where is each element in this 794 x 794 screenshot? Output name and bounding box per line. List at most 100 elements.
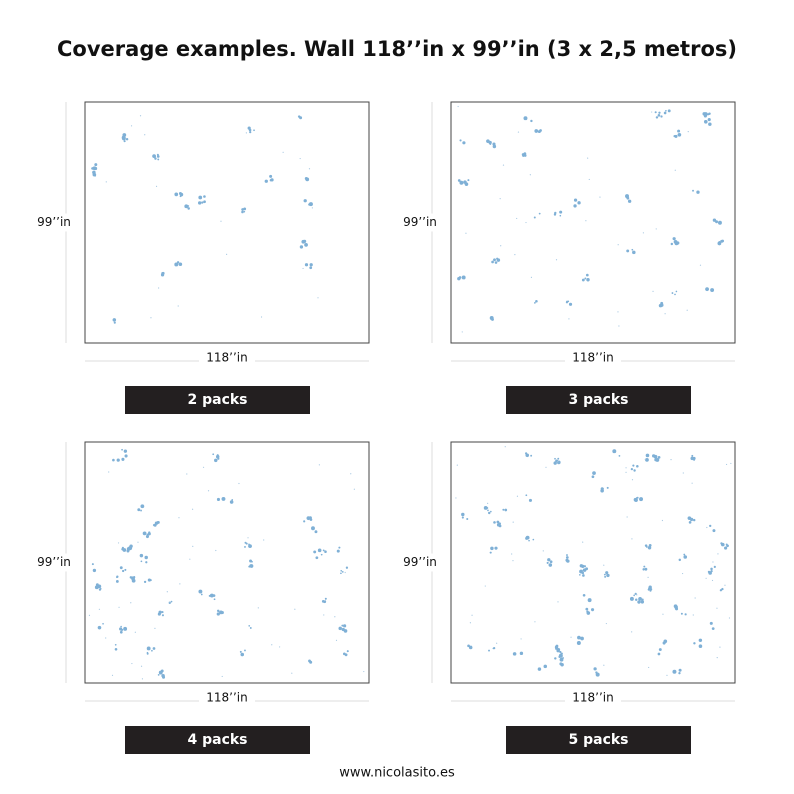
speck <box>588 178 590 181</box>
dot <box>606 486 609 489</box>
dot <box>558 653 563 658</box>
dot <box>654 111 657 114</box>
dot <box>565 556 569 559</box>
dot <box>156 155 160 158</box>
dot <box>712 529 716 533</box>
dot <box>573 204 577 208</box>
dot <box>149 579 152 582</box>
dot <box>308 659 311 663</box>
speck <box>299 157 301 160</box>
speck <box>335 639 338 641</box>
dot <box>583 565 587 568</box>
dot <box>146 651 149 654</box>
dot <box>665 109 667 112</box>
dot <box>145 535 149 539</box>
speck <box>98 608 101 610</box>
dot <box>659 303 664 307</box>
title: Coverage examples. Wall 118’’in x 99’’in… <box>57 37 737 61</box>
dot <box>662 641 666 645</box>
speck <box>587 157 589 159</box>
dot <box>143 580 147 584</box>
dot <box>579 564 584 568</box>
speck <box>716 607 718 609</box>
dot <box>492 647 495 650</box>
dot <box>121 569 125 573</box>
dot <box>97 584 102 589</box>
dot <box>585 567 589 571</box>
dot <box>249 627 252 629</box>
dot <box>655 457 660 462</box>
dot <box>525 453 530 458</box>
dot <box>146 646 151 651</box>
wall <box>84 101 370 344</box>
dot <box>647 546 652 550</box>
speck <box>105 181 107 183</box>
dot <box>120 625 122 628</box>
speck <box>471 614 473 616</box>
dot <box>559 214 562 217</box>
dot <box>626 249 630 253</box>
dot <box>642 568 645 571</box>
speck <box>117 542 120 544</box>
dot <box>680 612 683 615</box>
dot <box>692 518 696 522</box>
dot <box>161 614 164 617</box>
speck <box>465 232 467 234</box>
speck <box>644 458 646 461</box>
dot <box>489 551 492 554</box>
dot <box>170 600 173 603</box>
speck <box>636 594 638 596</box>
dot <box>309 263 313 267</box>
dot <box>692 456 696 460</box>
speck <box>651 111 653 113</box>
dot <box>152 647 156 650</box>
speck <box>631 538 633 540</box>
dot <box>94 174 97 177</box>
speck <box>88 614 91 616</box>
dot <box>519 651 524 656</box>
speck <box>692 614 694 616</box>
dot <box>179 195 182 198</box>
dot <box>635 598 638 601</box>
dot <box>121 448 123 451</box>
dot <box>512 652 517 656</box>
dot <box>688 521 692 524</box>
pattern <box>88 448 365 680</box>
speck <box>311 207 313 209</box>
speck <box>648 666 650 669</box>
speck <box>631 631 633 633</box>
dot <box>553 461 557 465</box>
dot <box>719 589 723 592</box>
speck <box>179 583 181 585</box>
dot <box>178 262 183 267</box>
dot <box>557 457 560 460</box>
dot <box>341 571 344 573</box>
dot <box>216 612 220 616</box>
dot <box>554 657 557 660</box>
dot <box>655 116 659 119</box>
dot <box>498 522 501 526</box>
dot <box>221 496 226 501</box>
dot <box>643 565 646 568</box>
speck <box>271 644 273 646</box>
speck <box>570 636 572 638</box>
speck <box>155 185 158 187</box>
dot <box>303 239 307 243</box>
speck <box>728 617 731 619</box>
dot <box>493 521 496 524</box>
dot <box>556 460 561 465</box>
dot <box>675 290 678 293</box>
dot <box>488 649 490 652</box>
dot <box>212 453 215 456</box>
dot <box>461 275 466 280</box>
dot <box>244 649 246 652</box>
dot <box>483 506 488 510</box>
speck <box>158 287 160 289</box>
dot <box>640 600 645 604</box>
dot <box>174 262 179 267</box>
dot <box>555 644 559 648</box>
dot <box>220 610 224 615</box>
dot <box>140 504 145 509</box>
dot <box>156 153 159 156</box>
dot <box>309 518 313 521</box>
